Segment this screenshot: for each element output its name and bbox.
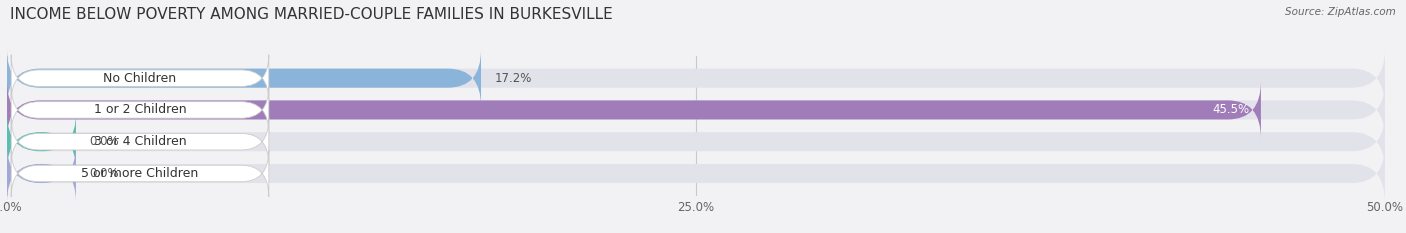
FancyBboxPatch shape	[7, 50, 1385, 107]
FancyBboxPatch shape	[11, 86, 269, 134]
FancyBboxPatch shape	[7, 113, 76, 170]
FancyBboxPatch shape	[7, 113, 1385, 170]
Text: Source: ZipAtlas.com: Source: ZipAtlas.com	[1285, 7, 1396, 17]
Text: 0.0%: 0.0%	[90, 135, 120, 148]
FancyBboxPatch shape	[7, 81, 1261, 139]
FancyBboxPatch shape	[11, 150, 269, 197]
Text: 1 or 2 Children: 1 or 2 Children	[94, 103, 187, 116]
FancyBboxPatch shape	[7, 50, 481, 107]
FancyBboxPatch shape	[7, 81, 1385, 139]
Text: 3 or 4 Children: 3 or 4 Children	[94, 135, 187, 148]
Text: 5 or more Children: 5 or more Children	[82, 167, 198, 180]
FancyBboxPatch shape	[7, 145, 1385, 202]
Text: 0.0%: 0.0%	[90, 167, 120, 180]
FancyBboxPatch shape	[7, 145, 76, 202]
Text: No Children: No Children	[104, 72, 177, 85]
FancyBboxPatch shape	[11, 55, 269, 102]
Text: 45.5%: 45.5%	[1213, 103, 1250, 116]
Text: INCOME BELOW POVERTY AMONG MARRIED-COUPLE FAMILIES IN BURKESVILLE: INCOME BELOW POVERTY AMONG MARRIED-COUPL…	[10, 7, 613, 22]
FancyBboxPatch shape	[11, 118, 269, 165]
Text: 17.2%: 17.2%	[495, 72, 533, 85]
